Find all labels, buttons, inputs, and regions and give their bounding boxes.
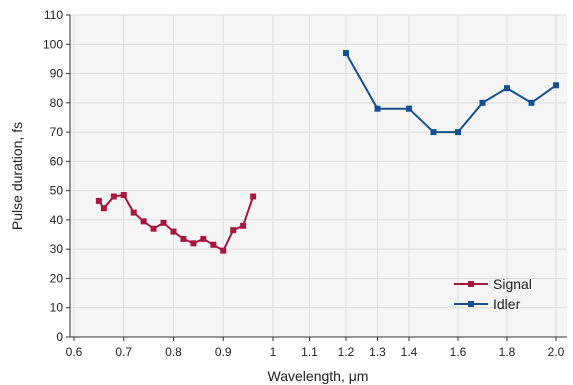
- x-tick-label: 0.8: [165, 345, 182, 359]
- idler-data-point: [504, 85, 510, 92]
- signal-data-point: [110, 193, 117, 200]
- signal-data-point: [170, 228, 177, 235]
- idler-data-point: [430, 129, 437, 136]
- legend-idler-marker: [468, 301, 474, 307]
- y-tick-label: 70: [50, 125, 64, 139]
- y-tick-label: 90: [50, 67, 64, 81]
- x-tick-label: 1.2: [338, 345, 355, 359]
- y-tick-label: 100: [43, 37, 63, 51]
- legend-signal-marker: [468, 281, 474, 287]
- idler-data-point: [343, 50, 349, 57]
- y-tick-label: 0: [56, 330, 63, 344]
- x-tick-label: 1.3: [369, 345, 386, 359]
- idler-data-point: [374, 105, 381, 112]
- y-tick-label: 80: [50, 96, 64, 110]
- x-tick-label: 1.6: [450, 345, 467, 359]
- x-tick-label: 1.8: [499, 345, 516, 359]
- idler-data-point: [455, 129, 461, 136]
- idler-data-point: [479, 99, 486, 106]
- grid-lines: [70, 14, 567, 338]
- x-tick-label: 2.0: [548, 345, 565, 359]
- x-axis-title: Wavelength, μm: [268, 368, 369, 384]
- y-tick-label: 20: [50, 271, 64, 285]
- signal-data-point: [210, 241, 217, 248]
- axes: [66, 14, 567, 341]
- signal-data-point: [100, 205, 107, 212]
- idler-data-point: [406, 105, 412, 112]
- signal-data-point: [150, 225, 157, 232]
- x-tick-label: 0.7: [115, 345, 132, 359]
- signal-data-point: [190, 240, 197, 247]
- y-tick-label: 110: [44, 8, 63, 22]
- signal-data-point: [220, 247, 227, 254]
- legend-idler-label: Idler: [493, 296, 521, 312]
- signal-data-point: [130, 209, 137, 216]
- idler-data-point: [528, 99, 535, 106]
- legend-signal-label: Signal: [493, 276, 532, 292]
- x-tick-label: 1.1: [301, 345, 318, 359]
- signal-data-point: [180, 235, 187, 242]
- y-tick-label: 30: [50, 242, 64, 256]
- x-tick-label: 0.9: [215, 345, 232, 359]
- y-tick-label: 40: [50, 213, 64, 227]
- signal-data-point: [230, 227, 237, 234]
- x-tick-label: 0.6: [66, 345, 83, 359]
- signal-data-point: [95, 197, 102, 204]
- signal-data-point: [120, 192, 127, 199]
- y-tick-label: 10: [50, 301, 64, 315]
- signal-data-point: [250, 193, 257, 200]
- y-axis-title: Pulse duration, fs: [9, 122, 25, 230]
- signal-data-point: [200, 235, 207, 242]
- x-tick-label: 1.4: [401, 345, 418, 359]
- signal-data-point: [140, 218, 147, 225]
- tick-labels: 0 10 20 30 40 50 60 70 80 90 100 110 0.6 0.7 0.8 0.9 1 1.…: [43, 8, 565, 359]
- signal-data-point: [240, 222, 247, 229]
- series-group: [95, 50, 559, 254]
- legend: Signal Idler: [454, 276, 532, 312]
- x-tick-label: 1: [270, 345, 277, 359]
- signal-data-point: [160, 219, 167, 226]
- y-tick-label: 50: [50, 184, 64, 198]
- idler-data-point: [553, 82, 559, 89]
- y-tick-label: 60: [50, 154, 64, 168]
